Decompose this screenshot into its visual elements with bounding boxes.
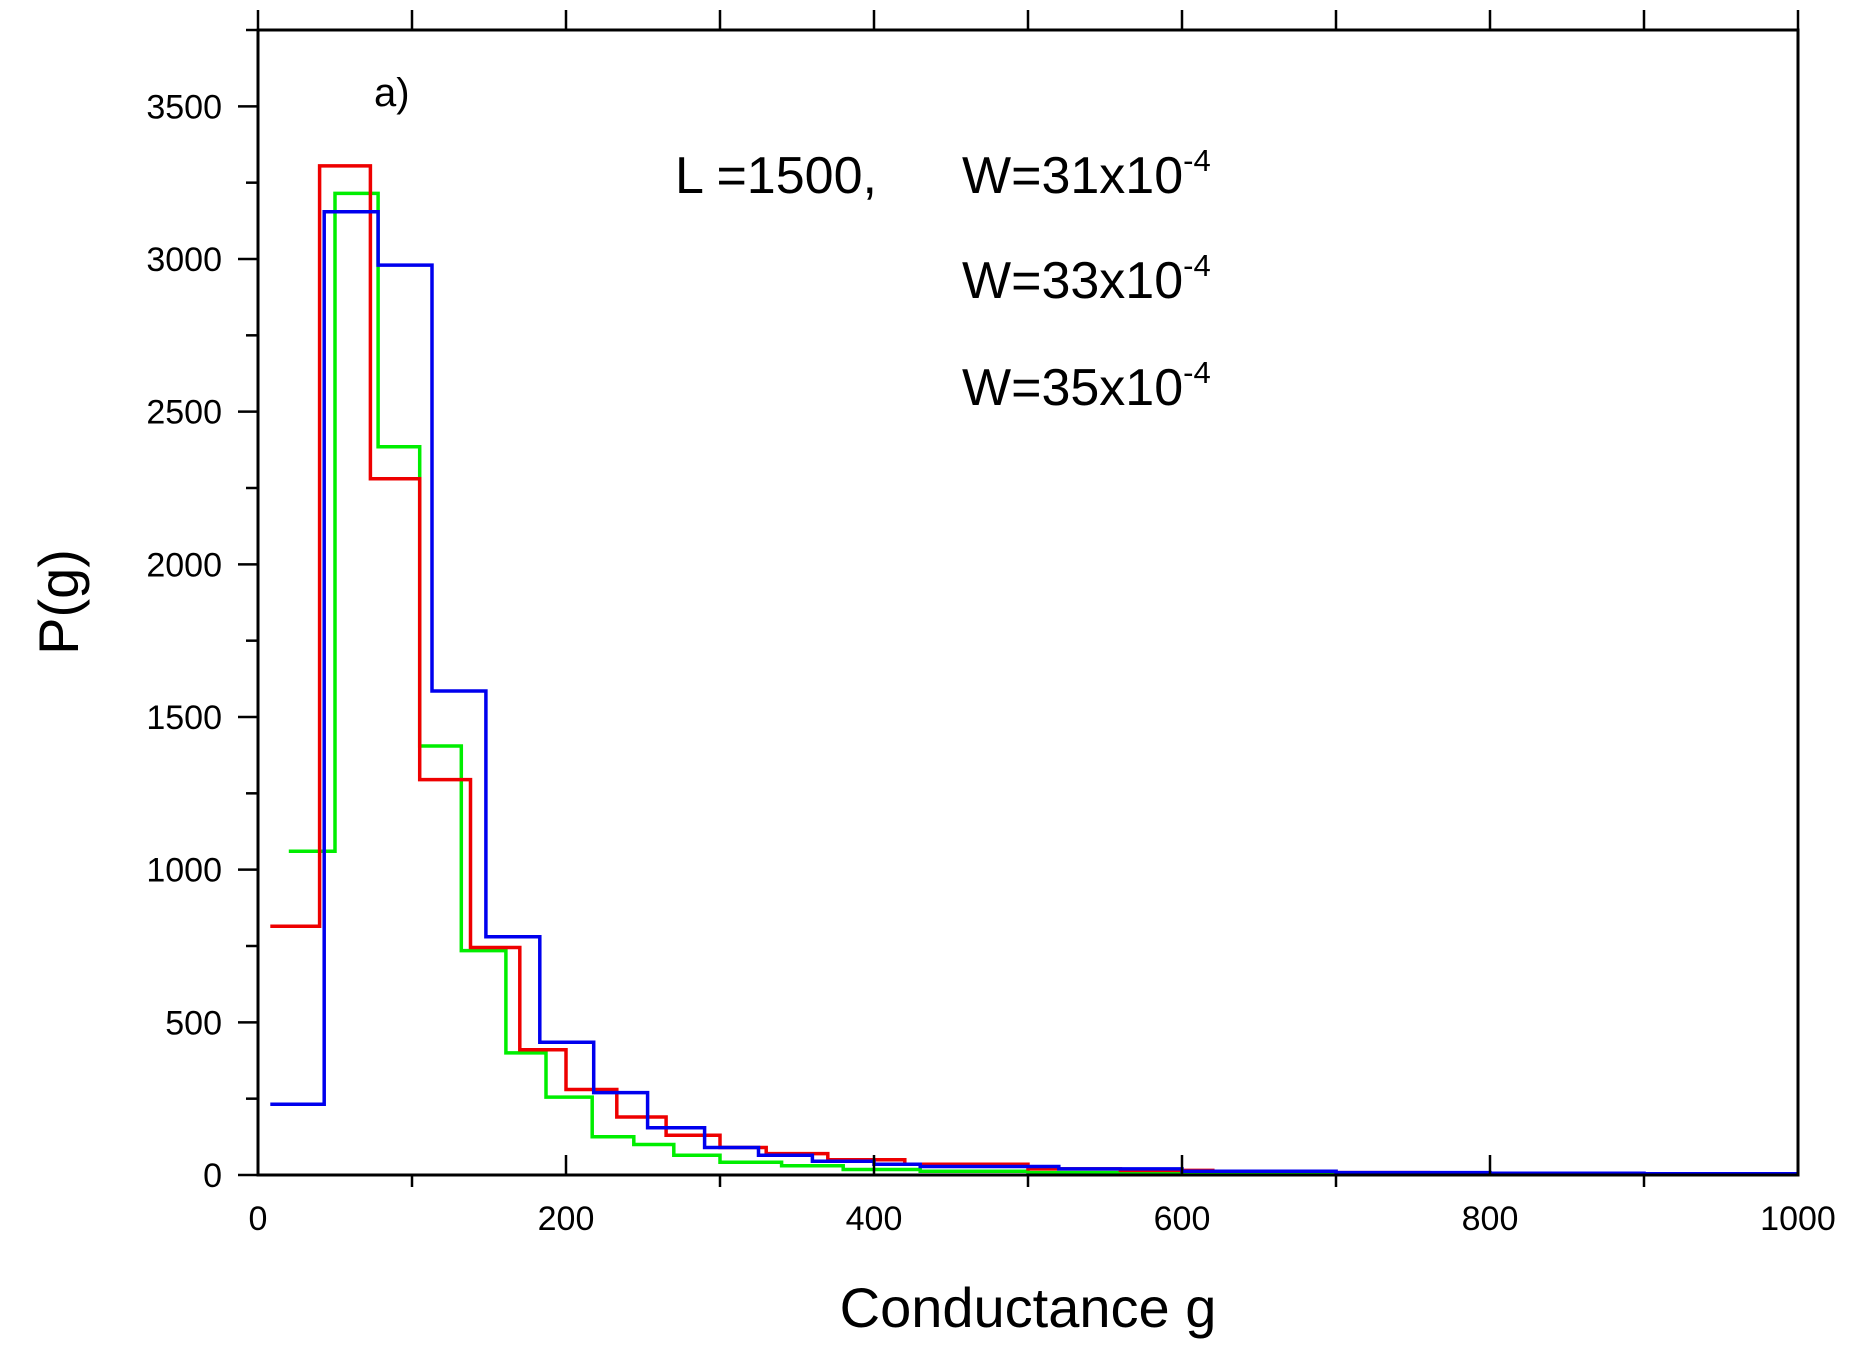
legend-annotation: L =1500, W=31x10-4 W=33x10-4 W=35x10-4 bbox=[675, 143, 1211, 417]
x-tick-label: 600 bbox=[1154, 1200, 1211, 1238]
annotation-line-3-sup: -4 bbox=[1183, 355, 1211, 390]
y-tick-label: 1000 bbox=[146, 852, 222, 890]
panel-label: a) bbox=[374, 71, 410, 115]
y-axis-title: P(g) bbox=[27, 549, 90, 655]
annotation-line-3-text: W=35x10 bbox=[962, 359, 1183, 417]
y-tick-label: 1500 bbox=[146, 699, 222, 737]
annotation-line-3: W=35x10-4 bbox=[962, 355, 1211, 417]
y-tick-label: 2500 bbox=[146, 394, 222, 432]
y-tick-label: 3000 bbox=[146, 241, 222, 279]
annotation-line-2-text: W=33x10 bbox=[962, 252, 1183, 310]
annotation-line-2-sup: -4 bbox=[1183, 248, 1211, 283]
x-tick-label: 1000 bbox=[1760, 1200, 1836, 1238]
x-axis-ticks: 0 200 400 600 800 1000 bbox=[249, 10, 1836, 1238]
x-axis-title: Conductance g bbox=[840, 1276, 1217, 1339]
y-tick-label: 0 bbox=[203, 1157, 222, 1195]
y-axis-ticks: 0 500 1000 1500 2000 2500 3000 3500 bbox=[146, 28, 258, 1195]
x-tick-label: 200 bbox=[538, 1200, 595, 1238]
y-tick-label: 500 bbox=[165, 1004, 222, 1042]
series-layer bbox=[270, 164, 1798, 1177]
annotation-line-2: W=33x10-4 bbox=[962, 248, 1211, 310]
annotation-prefix: L =1500, bbox=[675, 147, 877, 205]
x-tick-label: 400 bbox=[846, 1200, 903, 1238]
series-line-3 bbox=[270, 209, 1798, 1176]
x-tick-label: 800 bbox=[1462, 1200, 1519, 1238]
annotation-line-1-text: W=31x10 bbox=[962, 147, 1183, 205]
x-tick-label: 0 bbox=[249, 1200, 268, 1238]
y-tick-label: 3500 bbox=[146, 88, 222, 126]
y-tick-label: 2000 bbox=[146, 546, 222, 584]
annotation-line-1: W=31x10-4 bbox=[962, 143, 1211, 205]
annotation-line-1-sup: -4 bbox=[1183, 143, 1211, 178]
